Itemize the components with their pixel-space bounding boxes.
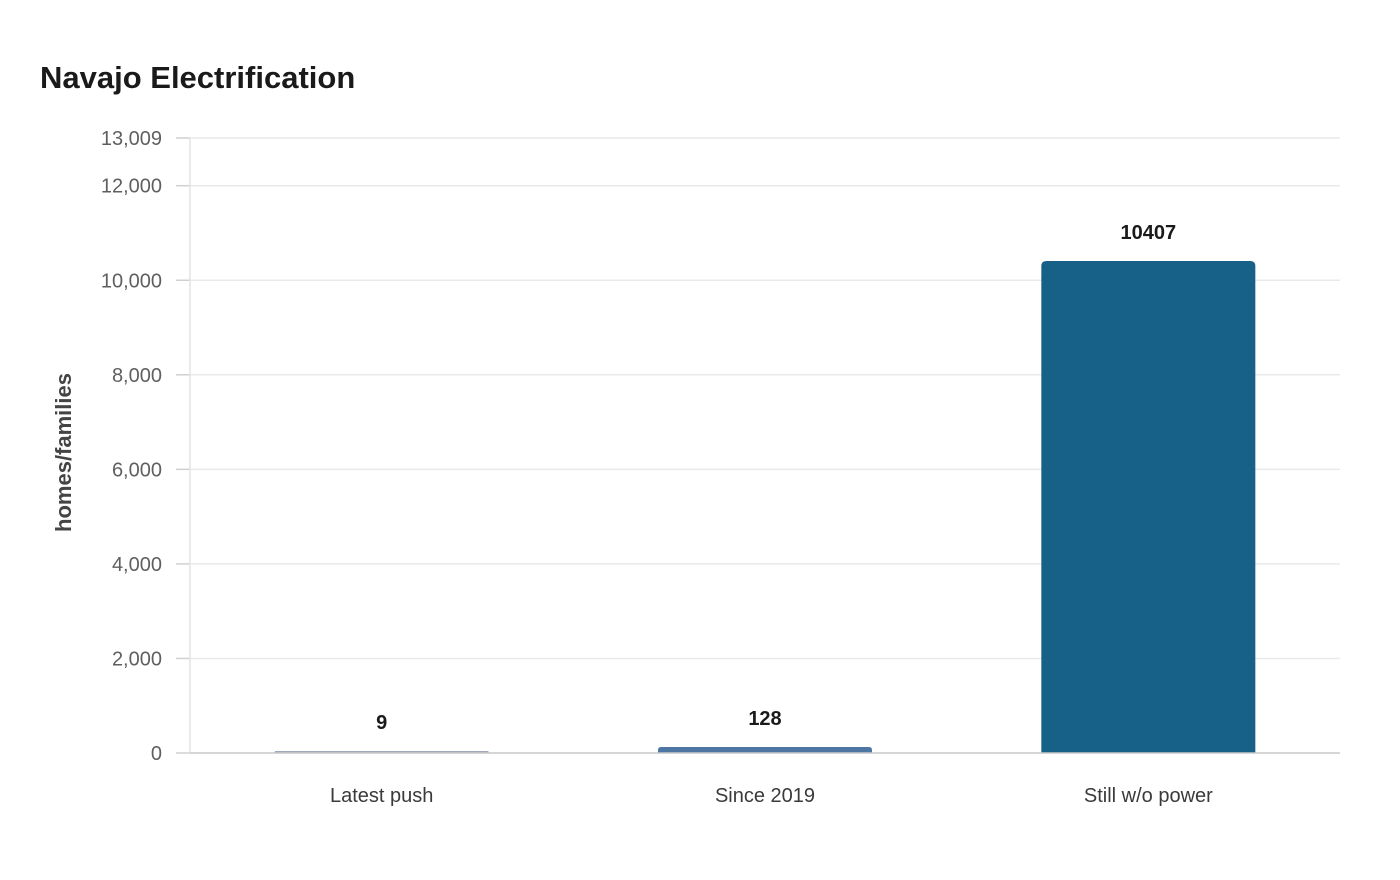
x-tick-label: Since 2019 [715,785,815,807]
bars [274,261,1256,753]
x-tick-label: Still w/o power [1084,785,1213,807]
y-tick-label: 6,000 [112,459,162,481]
y-tick-label: 12,000 [101,176,162,198]
data-label: 128 [748,708,781,730]
y-tick-label: 2,000 [112,648,162,670]
grid-lines [190,137,1340,660]
x-axis: Latest push Since 2019 Still w/o power [190,752,1340,807]
y-tick-label: 4,000 [112,554,162,576]
bar [1041,261,1256,753]
chart-title: Navajo Electrification [40,60,356,95]
data-label: 9 [376,712,387,734]
y-axis: 0 2,000 4,000 6,000 8,000 10,000 12,000 13,009 [101,128,191,765]
y-tick-label: 13,009 [101,128,162,150]
y-axis-title: homes/families [51,373,76,532]
y-tick-label: 10,000 [101,270,162,292]
y-tick-label: 8,000 [112,365,162,387]
y-tick-label: 0 [151,743,162,765]
bar [658,746,872,753]
data-labels: 9 128 10407 [376,222,1176,734]
x-tick-label: Latest push [330,785,433,807]
data-label: 10407 [1121,222,1177,244]
